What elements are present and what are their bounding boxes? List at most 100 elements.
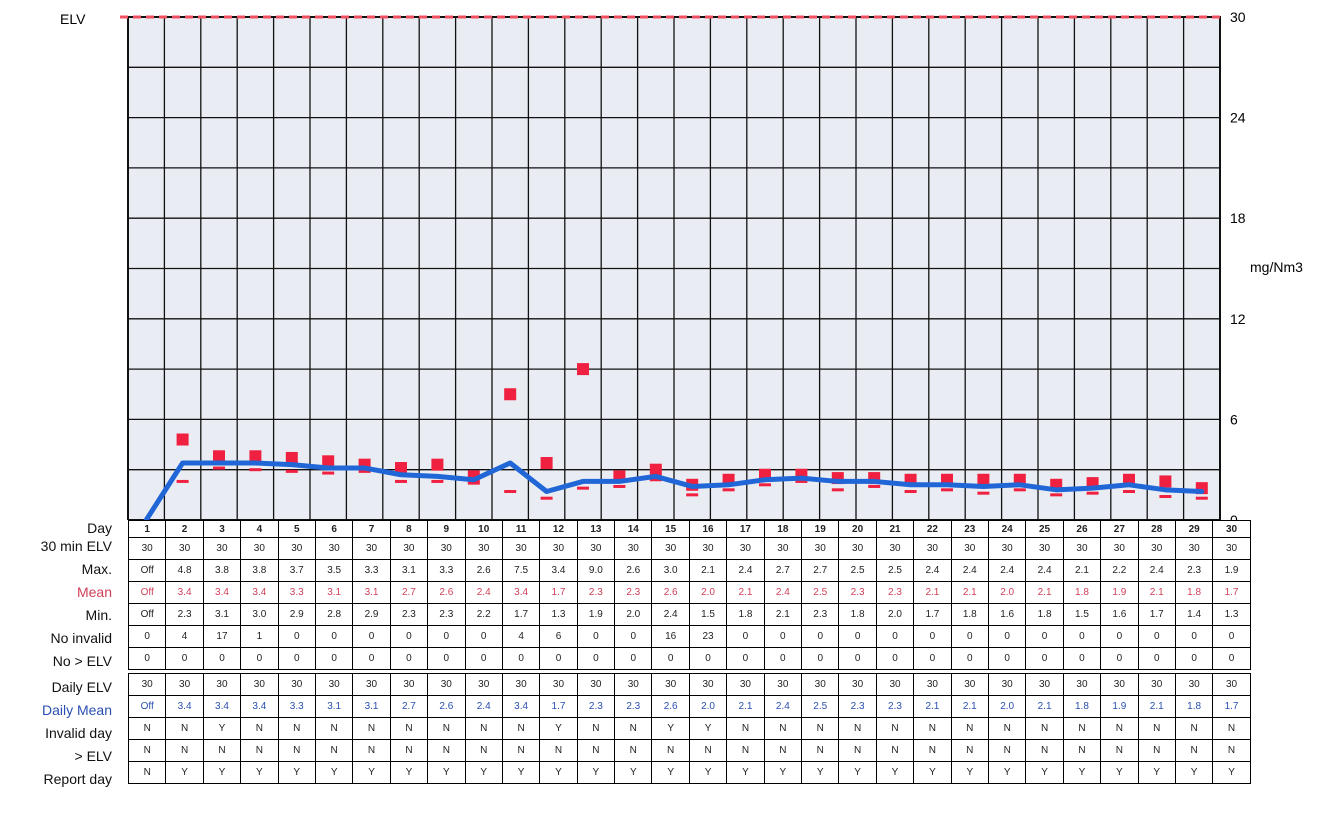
table-cell: 2.8 — [314, 603, 354, 626]
table-cell: Y — [576, 761, 616, 784]
table-cell: 1.3 — [1212, 603, 1251, 626]
table-cell: 3.4 — [240, 581, 279, 604]
table-cell: 30 — [875, 673, 915, 696]
table-cell: 1.9 — [1100, 581, 1139, 604]
table-cell: 2.3 — [576, 581, 616, 604]
min-marker — [504, 489, 517, 493]
table-cell: N — [801, 717, 840, 740]
table-cell: 1.8 — [726, 603, 765, 626]
table-cell: 30 — [913, 537, 952, 560]
table-cell: N — [838, 739, 877, 762]
table-cell: N — [389, 739, 429, 762]
table-cell: 15 — [651, 520, 690, 538]
table-cell: 4 — [240, 520, 279, 538]
table-cell: 2.0 — [987, 581, 1027, 604]
table-cell: Y — [1062, 761, 1102, 784]
table-cell: 6 — [539, 625, 578, 648]
table-cell: Y — [165, 761, 204, 784]
table-cell: 1.7 — [1212, 581, 1251, 604]
table-cell: 14 — [614, 520, 653, 538]
table-cell: 4.8 — [165, 559, 204, 582]
table-cell: 0 — [913, 647, 952, 670]
table-cell: 2.9 — [352, 603, 391, 626]
table-cell: 23 — [950, 520, 989, 538]
table-cell: 2.3 — [875, 695, 915, 718]
table-cell: Y — [950, 761, 989, 784]
table-cell: 2.7 — [801, 559, 840, 582]
table-cell: Off — [127, 603, 167, 626]
max-marker — [540, 456, 553, 469]
table-cell: 17 — [726, 520, 765, 538]
table-cell: 7 — [352, 520, 391, 538]
table-cell: N — [576, 717, 616, 740]
table-cell: 2.3 — [875, 581, 915, 604]
table-cell: 0 — [202, 647, 242, 670]
table-cell: 30 — [277, 673, 316, 696]
table-cell: 0 — [838, 625, 877, 648]
max-marker — [322, 455, 335, 468]
table-cell: N — [950, 739, 989, 762]
table-cell: 30 — [1174, 673, 1214, 696]
table-cell: 0 — [127, 647, 167, 670]
table-cell: N — [501, 717, 541, 740]
table-cell: 30 — [651, 537, 690, 560]
row-label-noelv: No > ELV — [52, 653, 112, 669]
table-cell: 25 — [1025, 520, 1064, 538]
table-cell: 0 — [614, 647, 653, 670]
table-cell: 2.2 — [1100, 559, 1139, 582]
max-marker — [431, 458, 444, 471]
max-marker — [977, 473, 990, 486]
table-cell: 30 — [614, 673, 653, 696]
table-cell: N — [1025, 739, 1064, 762]
row-label-dailyelv: Daily ELV — [51, 679, 112, 695]
table-cell: Y — [875, 761, 915, 784]
table-cell: 0 — [427, 647, 466, 670]
table-cell: 3.1 — [314, 581, 354, 604]
table-cell: Y — [427, 761, 466, 784]
y-tick-label: 12 — [1230, 311, 1246, 327]
table-cell: 2.1 — [1025, 695, 1064, 718]
table-cell: N — [352, 717, 391, 740]
table-cell: N — [240, 739, 279, 762]
row-label-min: Min. — [85, 607, 112, 623]
row-label-invalid: Invalid day — [45, 725, 112, 741]
table-cell: N — [1137, 739, 1176, 762]
table-cell: 2.3 — [576, 695, 616, 718]
table-cell: 2.1 — [950, 695, 989, 718]
table-cell: 2.1 — [1137, 695, 1176, 718]
table-row-noinvalid: 0 4 17 1 0 0 0 0 0 0 4 6 0 0 16 23 0 0 0 0 0 0 0 0 0 0 0 0 0 0 — [127, 625, 1251, 648]
min-marker — [759, 483, 771, 487]
min-marker — [467, 481, 480, 485]
table-cell: 30 — [801, 537, 840, 560]
table-cell: 2.4 — [987, 559, 1027, 582]
table-row-day: 1 2 3 4 5 6 7 8 9 10 11 12 13 14 15 16 17 18 19 20 21 22 23 24 2… — [127, 520, 1251, 538]
table-cell: 3.4 — [240, 695, 279, 718]
min-marker — [941, 488, 953, 492]
min-marker — [1195, 496, 1208, 500]
table-cell: 2.1 — [1062, 559, 1102, 582]
table-cell: 0 — [950, 625, 989, 648]
table-cell: 3.1 — [202, 603, 242, 626]
table-cell: 1.8 — [1062, 581, 1102, 604]
table-cell: 9.0 — [576, 559, 616, 582]
daily-mean-line — [143, 460, 1205, 520]
table-cell: 30 — [202, 537, 242, 560]
min-marker — [358, 469, 371, 473]
table-cell: 2.4 — [726, 559, 765, 582]
table-cell: 3.4 — [165, 581, 204, 604]
min-marker — [213, 466, 225, 470]
table-cell: 2.0 — [688, 695, 728, 718]
min-marker — [322, 471, 335, 475]
table-cell: 30 — [165, 673, 204, 696]
table-cell: 30 — [763, 673, 803, 696]
y-axis: 0 6 12 18 24 30 — [1230, 9, 1246, 520]
table-cell: 16 — [651, 625, 690, 648]
table-cell: 3.0 — [651, 559, 690, 582]
table-cell: 1.8 — [1025, 603, 1064, 626]
table-cell: Y — [352, 761, 391, 784]
table-cell: 26 — [1062, 520, 1102, 538]
table-cell: 30 — [501, 537, 541, 560]
row-label-elv30: 30 min ELV — [40, 538, 112, 554]
table-cell: 0 — [1025, 625, 1064, 648]
table-cell: N — [1174, 717, 1214, 740]
